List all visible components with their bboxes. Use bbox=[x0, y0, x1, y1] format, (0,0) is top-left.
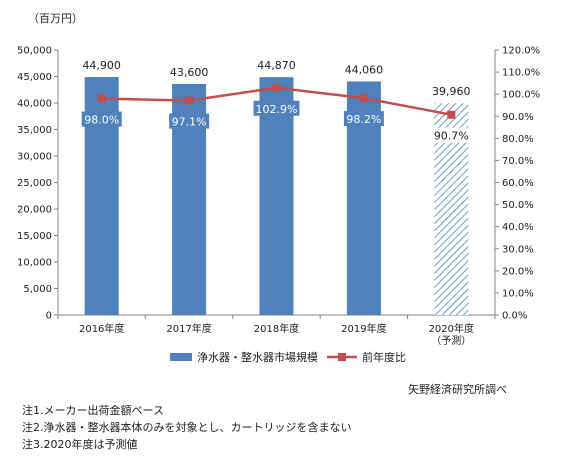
legend-label-yoy: 前年度比 bbox=[362, 350, 406, 364]
note-3: 注3.2020年度は予測値 bbox=[22, 438, 138, 451]
line-point bbox=[97, 94, 106, 103]
x-tick-label: 2019年度 bbox=[341, 322, 386, 335]
bar-label-bg bbox=[338, 61, 389, 77]
line-point bbox=[359, 94, 368, 103]
line-value-label: 90.7% bbox=[434, 130, 469, 143]
legend-label-market: 浄水器・整水器市場規模 bbox=[197, 350, 318, 364]
y-right-tick-label: 30.0% bbox=[502, 244, 534, 255]
x-tick-label: 2016年度 bbox=[79, 322, 124, 335]
x-tick-label: 2017年度 bbox=[166, 322, 211, 335]
line-label-bg bbox=[81, 111, 122, 127]
y-left-tick-label: 15,000 bbox=[17, 231, 52, 242]
y-right-tick-label: 70.0% bbox=[502, 156, 534, 167]
note-2: 注2.浄水器・整水器本体のみを対象とし、カートリッジを含まない bbox=[22, 421, 352, 434]
bar-value-label: 44,900 bbox=[82, 59, 121, 72]
y-left-tick-label: 45,000 bbox=[17, 72, 52, 83]
legend-swatch-market bbox=[170, 353, 192, 361]
line-value-label: 98.0% bbox=[84, 114, 119, 127]
y-left-tick-label: 20,000 bbox=[17, 205, 52, 216]
y-right-tick-label: 10.0% bbox=[502, 288, 534, 299]
y-left-tick-label: 30,000 bbox=[17, 152, 52, 163]
line-label-bg bbox=[343, 111, 384, 127]
y-right-tick-label: 100.0% bbox=[502, 90, 540, 101]
bar-label-bg bbox=[164, 63, 215, 79]
notes: 注1.メーカー出荷金額ベース 注2.浄水器・整水器本体のみを対象とし、カートリッ… bbox=[22, 402, 352, 453]
bar bbox=[259, 77, 294, 316]
y-right-tick-label: 50.0% bbox=[502, 200, 534, 211]
bar-label-bg bbox=[251, 57, 302, 73]
bar-label-bg bbox=[426, 83, 477, 99]
y-left-tick-label: 25,000 bbox=[17, 178, 52, 189]
y-right-tick-label: 120.0% bbox=[502, 46, 540, 57]
y-right-tick-label: 40.0% bbox=[502, 222, 534, 233]
y-axis-unit-label: （百万円） bbox=[28, 12, 83, 25]
line-point bbox=[447, 110, 456, 119]
bar-label-bg bbox=[76, 57, 127, 73]
x-tick-sublabel: （予測） bbox=[431, 334, 471, 347]
bar-value-label: 43,600 bbox=[170, 66, 209, 79]
line-point bbox=[272, 83, 281, 92]
line-label-bg bbox=[253, 100, 300, 116]
y-left-tick-label: 50,000 bbox=[17, 46, 52, 57]
bar-value-label: 39,960 bbox=[432, 85, 471, 98]
line-label-bg bbox=[431, 127, 472, 143]
x-tick-label: 2018年度 bbox=[254, 322, 299, 335]
bar-value-label: 44,060 bbox=[345, 63, 384, 76]
y-left-tick-label: 0 bbox=[46, 311, 52, 322]
line-label-bg bbox=[169, 113, 210, 129]
line-value-label: 102.9% bbox=[256, 103, 298, 116]
line-point bbox=[185, 96, 194, 105]
line-value-label: 97.1% bbox=[172, 116, 207, 129]
y-right-tick-label: 20.0% bbox=[502, 266, 534, 277]
y-left-tick-label: 40,000 bbox=[17, 99, 52, 110]
x-tick-label: 2020年度 bbox=[429, 322, 474, 335]
y-right-tick-label: 90.0% bbox=[502, 112, 534, 123]
note-1: 注1.メーカー出荷金額ベース bbox=[22, 404, 164, 417]
source-credit: 矢野経済研究所調べ bbox=[408, 383, 507, 396]
y-right-tick-label: 110.0% bbox=[502, 68, 540, 79]
bar-value-label: 44,870 bbox=[257, 59, 296, 72]
y-left-tick-label: 10,000 bbox=[17, 258, 52, 269]
y-left-tick-label: 5,000 bbox=[23, 284, 52, 295]
line-value-label: 98.2% bbox=[346, 113, 381, 126]
y-right-tick-label: 60.0% bbox=[502, 178, 534, 189]
y-right-tick-label: 80.0% bbox=[502, 134, 534, 145]
y-right-tick-label: 0.0% bbox=[502, 311, 527, 322]
legend-swatch-marker bbox=[338, 353, 346, 361]
y-left-tick-label: 35,000 bbox=[17, 125, 52, 136]
